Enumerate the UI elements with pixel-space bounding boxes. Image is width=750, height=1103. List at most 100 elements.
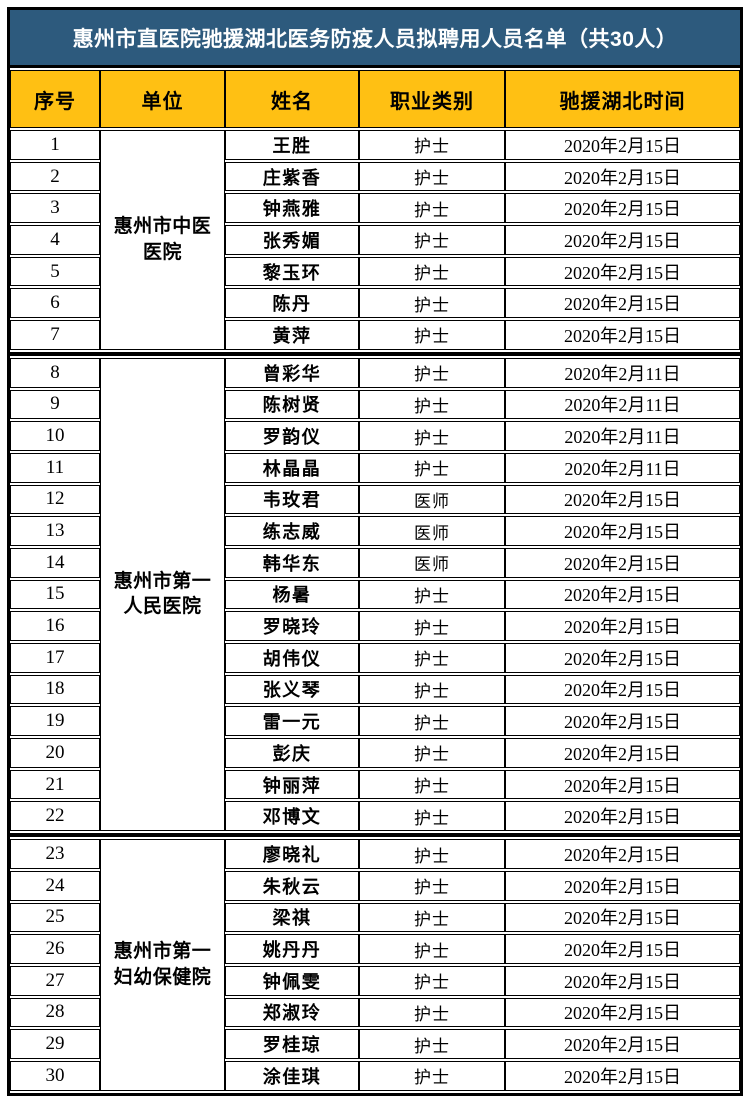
date-cell: 2020年2月15日: [505, 870, 740, 901]
occupation-cell: 护士: [359, 161, 505, 192]
header-row: 序号 单位 姓名 职业类别 驰援湖北时间: [10, 70, 740, 128]
table-row: 24 朱秋云 护士 2020年2月15日: [10, 870, 740, 901]
date-cell: 2020年2月11日: [505, 389, 740, 420]
table-row: 19 雷一元 护士 2020年2月15日: [10, 706, 740, 736]
occupation-cell: 护士: [359, 611, 505, 641]
unit-cell: 惠州市第一人民医院: [100, 357, 225, 832]
table-row: 6 陈丹 护士 2020年2月15日: [10, 288, 740, 319]
occupation-cell: 护士: [359, 965, 505, 996]
row-index-cell: 16: [10, 611, 100, 641]
col-header-unit: 单位: [100, 70, 225, 128]
date-cell: 2020年2月15日: [505, 997, 740, 1028]
row-index-cell: 4: [10, 225, 100, 255]
table-row: 5 黎玉环 护士 2020年2月15日: [10, 256, 740, 287]
date-cell: 2020年2月15日: [505, 642, 740, 673]
table-body: 1 惠州市中医医院 王胜 护士 2020年2月15日 2 庄紫香 护士 2020年2月15日 3 钟…: [10, 130, 740, 1091]
name-cell: 王胜: [225, 130, 359, 160]
table-header: 序号 单位 姓名 职业类别 驰援湖北时间: [10, 70, 740, 128]
table-row: 25 梁祺 护士 2020年2月15日: [10, 902, 740, 933]
date-cell: 2020年2月15日: [505, 193, 740, 224]
name-cell: 邓博文: [225, 801, 359, 832]
row-index-cell: 29: [10, 1029, 100, 1059]
row-index-cell: 12: [10, 484, 100, 515]
date-cell: 2020年2月15日: [505, 611, 740, 641]
date-cell: 2020年2月15日: [505, 839, 740, 869]
name-cell: 涂佳琪: [225, 1060, 359, 1091]
date-cell: 2020年2月15日: [505, 769, 740, 800]
row-index-cell: 6: [10, 288, 100, 319]
name-cell: 彭庆: [225, 738, 359, 768]
occupation-cell: 护士: [359, 421, 505, 451]
row-index-cell: 11: [10, 452, 100, 483]
date-cell: 2020年2月15日: [505, 801, 740, 832]
table-row: 22 邓博文 护士 2020年2月15日: [10, 801, 740, 832]
row-index-cell: 8: [10, 357, 100, 388]
name-cell: 钟丽萍: [225, 769, 359, 800]
table-row: 30 涂佳琪 护士 2020年2月15日: [10, 1060, 740, 1091]
date-cell: 2020年2月15日: [505, 256, 740, 287]
date-cell: 2020年2月15日: [505, 934, 740, 964]
date-cell: 2020年2月15日: [505, 579, 740, 610]
name-cell: 林晶晶: [225, 452, 359, 483]
occupation-cell: 护士: [359, 738, 505, 768]
row-index-cell: 7: [10, 320, 100, 350]
date-cell: 2020年2月15日: [505, 1060, 740, 1091]
row-index-cell: 5: [10, 256, 100, 287]
date-cell: 2020年2月15日: [505, 161, 740, 192]
row-index-cell: 2: [10, 161, 100, 192]
row-index-cell: 26: [10, 934, 100, 964]
table-row: 20 彭庆 护士 2020年2月15日: [10, 738, 740, 768]
row-index-cell: 3: [10, 193, 100, 224]
table-row: 17 胡伟仪 护士 2020年2月15日: [10, 642, 740, 673]
occupation-cell: 护士: [359, 1029, 505, 1059]
row-index-cell: 18: [10, 674, 100, 705]
table-row: 10 罗韵仪 护士 2020年2月11日: [10, 421, 740, 451]
row-index-cell: 23: [10, 839, 100, 869]
col-header-occupation: 职业类别: [359, 70, 505, 128]
unit-cell: 惠州市中医医院: [100, 130, 225, 350]
title-bar: 惠州市直医院驰援湖北医务防疫人员拟聘用人员名单（共30人）: [10, 10, 740, 68]
name-cell: 韦玫君: [225, 484, 359, 515]
table-row: 3 钟燕雅 护士 2020年2月15日: [10, 193, 740, 224]
name-cell: 罗晓玲: [225, 611, 359, 641]
table-row: 4 张秀媚 护士 2020年2月15日: [10, 225, 740, 255]
name-cell: 钟佩雯: [225, 965, 359, 996]
table-row: 14 韩华东 医师 2020年2月15日: [10, 547, 740, 578]
occupation-cell: 医师: [359, 484, 505, 515]
occupation-cell: 护士: [359, 225, 505, 255]
table-row: 21 钟丽萍 护士 2020年2月15日: [10, 769, 740, 800]
occupation-cell: 护士: [359, 130, 505, 160]
table-row: 18 张义琴 护士 2020年2月15日: [10, 674, 740, 705]
row-index-cell: 25: [10, 902, 100, 933]
occupation-cell: 护士: [359, 256, 505, 287]
table-row: 28 郑淑玲 护士 2020年2月15日: [10, 997, 740, 1028]
name-cell: 杨暑: [225, 579, 359, 610]
group-separator: [10, 351, 740, 356]
occupation-cell: 护士: [359, 674, 505, 705]
table-row: 13 练志威 医师 2020年2月15日: [10, 516, 740, 546]
occupation-cell: 护士: [359, 1060, 505, 1091]
table-row: 7 黄萍 护士 2020年2月15日: [10, 320, 740, 350]
row-index-cell: 13: [10, 516, 100, 546]
name-cell: 陈丹: [225, 288, 359, 319]
col-header-name: 姓名: [225, 70, 359, 128]
occupation-cell: 护士: [359, 288, 505, 319]
name-cell: 钟燕雅: [225, 193, 359, 224]
occupation-cell: 护士: [359, 642, 505, 673]
col-header-index: 序号: [10, 70, 100, 128]
table-row: 8 惠州市第一人民医院 曾彩华 护士 2020年2月11日: [10, 357, 740, 832]
group-separator-line: [10, 833, 740, 838]
name-cell: 韩华东: [225, 547, 359, 578]
row-index-cell: 27: [10, 965, 100, 996]
date-cell: 2020年2月15日: [505, 674, 740, 705]
name-cell: 曾彩华: [225, 357, 359, 388]
table-row: 23 惠州市第一妇幼保健院 廖晓礼 护士 2020年2月15日: [10, 839, 740, 1091]
name-cell: 朱秋云: [225, 870, 359, 901]
row-index-cell: 9: [10, 389, 100, 420]
table-row: 26 姚丹丹 护士 2020年2月15日: [10, 934, 740, 964]
name-cell: 罗韵仪: [225, 421, 359, 451]
name-cell: 梁祺: [225, 902, 359, 933]
name-cell: 郑淑玲: [225, 997, 359, 1028]
name-cell: 黎玉环: [225, 256, 359, 287]
